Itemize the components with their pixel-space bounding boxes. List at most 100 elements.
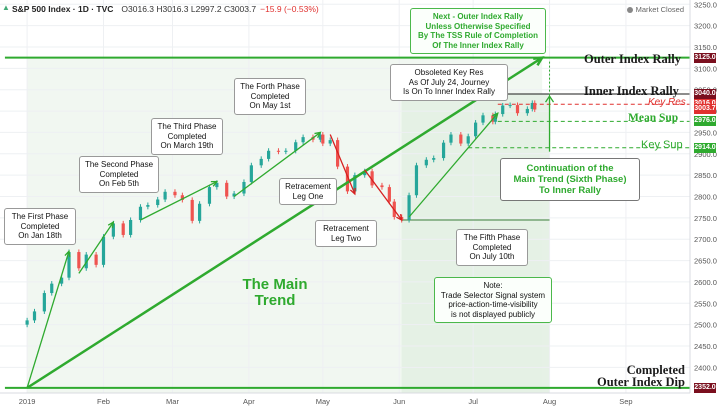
inner-rally-label: Inner Index Rally (584, 84, 679, 98)
expand-icon[interactable]: ▲ (2, 3, 10, 12)
candle-body-26 (249, 165, 253, 182)
key-sup-price-tag: 2914.0 (694, 142, 716, 153)
candle-body-17 (173, 191, 177, 196)
y-tick-label-6: 2700.0 (694, 235, 717, 244)
ohlc-values: O3016.3 H3016.3 L2997.2 C3003.7 (121, 4, 257, 14)
candle-body-24 (232, 193, 236, 197)
candle-body-0 (25, 320, 29, 325)
price-axis-bg (690, 0, 720, 407)
continuation-note: Continuation of the Main Trend (Sixth Ph… (500, 158, 640, 201)
candle-body-49 (432, 158, 436, 160)
candle-body-8 (94, 254, 98, 265)
candle-body-60 (515, 105, 520, 114)
retracement-two-text: Retracement Leg Two (323, 224, 369, 243)
candle-body-28 (267, 150, 271, 159)
candle-body-43 (387, 187, 391, 202)
candle-body-25 (242, 181, 246, 194)
phase-3-line (140, 180, 218, 221)
candle-body-55 (481, 115, 485, 123)
next-outer-text: Next - Outer Index Rally Unless Otherwis… (417, 12, 538, 50)
y-tick-label-4: 2600.0 (694, 278, 717, 287)
y-tick-label-16: 3200.0 (694, 22, 717, 31)
retracement-2-arrow (396, 213, 403, 222)
candle-body-14 (146, 205, 150, 207)
main-trend-label: The Main Trend (230, 277, 320, 309)
outer-rally-label: Outer Index Rally (584, 52, 681, 66)
phase-4-arrow (314, 131, 322, 139)
candle-body-13 (138, 206, 143, 220)
candle-body-38 (345, 166, 350, 192)
symbol-title: S&P 500 Index · 1D · TVC (12, 4, 114, 14)
x-tick-label-5: Jun (393, 397, 405, 406)
candle-body-63 (533, 102, 537, 110)
third-phase-note: The Third Phase Completed On March 19th (151, 118, 223, 155)
candle-body-15 (156, 199, 160, 206)
phase-2-line (78, 221, 114, 274)
candle-body-54 (474, 122, 478, 137)
mean-sup-price-tag: 2976.0 (694, 116, 716, 127)
last-price-tag: 3003.7 (694, 104, 716, 115)
retracement-one-text: Retracement Leg One (285, 182, 331, 201)
key-res-price-tag: 3016.0 (694, 99, 716, 110)
key-sup-label: Key Sup (641, 139, 683, 151)
candle-body-34 (318, 134, 322, 140)
y-tick-label-10: 2900.0 (694, 150, 717, 159)
second-phase-note: The Second Phase Completed On Feb 5th (79, 156, 159, 193)
candle-body-27 (259, 158, 263, 166)
y-tick-label-14: 3100.0 (694, 64, 717, 73)
candle-body-23 (225, 182, 229, 197)
candle-body-62 (530, 102, 534, 109)
candle-body-4 (60, 277, 64, 284)
candle-body-42 (380, 185, 384, 188)
y-tick-label-1: 2450.0 (694, 342, 717, 351)
x-tick-label-1: Feb (97, 397, 110, 406)
candle-body-3 (50, 283, 54, 294)
change-value: −15.9 (−0.53%) (260, 4, 319, 14)
second-phase-text: The Second Phase Completed On Feb 5th (84, 160, 154, 188)
y-tick-label-7: 2750.0 (694, 214, 717, 223)
candle-body-39 (353, 175, 357, 192)
obsoleted-note: Obsoleted Key Res As Of July 24, Journey… (390, 64, 508, 101)
x-tick-label-3: Apr (243, 397, 255, 406)
x-tick-label-0: 2019 (19, 397, 36, 406)
outer-dip-label: Completed Outer Index Dip (597, 363, 685, 389)
main-trend-text: The Main Trend (242, 276, 308, 309)
sixth-phase-arrow (544, 94, 555, 103)
candle-body-12 (129, 219, 133, 235)
obsoleted-text: Obsoleted Key Res As Of July 24, Journey… (403, 68, 495, 96)
candle-body-36 (328, 140, 332, 144)
signal-note: Note: Trade Selector Signal system price… (434, 277, 552, 323)
candle-body-31 (294, 142, 298, 151)
retracement-two-note: Retracement Leg Two (315, 220, 377, 247)
phase-1-line (26, 250, 70, 389)
candle-body-51 (449, 134, 453, 143)
outer-rally-price-tag: 3125.0 (694, 52, 716, 63)
retracement-1-line (329, 134, 356, 195)
trend-lines (26, 56, 555, 389)
inner-rally-price-tag: 3040.0 (694, 88, 716, 99)
candle-body-1 (32, 311, 37, 321)
candle-body-52 (459, 134, 463, 144)
candle-body-29 (276, 150, 281, 152)
next-outer-note: Next - Outer Index Rally Unless Otherwis… (410, 8, 546, 54)
fifth-phase-text: The Fifth Phase Completed On July 10th (463, 233, 521, 261)
candle-body-11 (121, 223, 125, 235)
y-tick-label-11: 2950.0 (694, 128, 717, 137)
candle-body-48 (424, 159, 428, 166)
phase-5-line (408, 112, 499, 218)
y-tick-label-17: 3250.0 (694, 0, 717, 9)
phase-2-arrow (107, 220, 115, 229)
candle-body-18 (180, 195, 184, 200)
candle-body-57 (493, 114, 497, 122)
candle-body-59 (508, 105, 512, 107)
y-tick-label-15: 3150.0 (694, 43, 717, 52)
first-phase-note: The First Phase Completed On Jan 18th (4, 208, 76, 245)
y-tick-label-0: 2400.0 (694, 363, 717, 372)
market-status: Market Closed (626, 5, 684, 14)
candle-body-9 (101, 236, 106, 265)
candle-body-5 (67, 252, 71, 278)
fifth-phase-note: The Fifth Phase Completed On July 10th (456, 229, 528, 266)
forth-phase-note: The Forth Phase Completed On May 1st (234, 78, 306, 115)
market-status-text: Market Closed (635, 5, 684, 14)
